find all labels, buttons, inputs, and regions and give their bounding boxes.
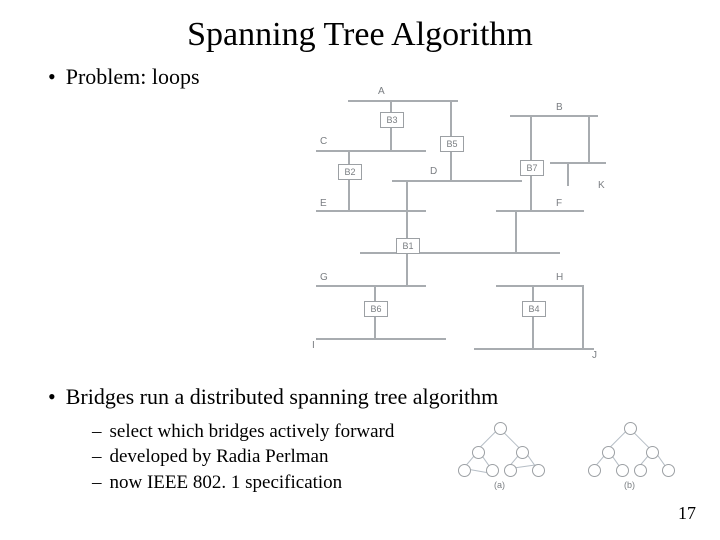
conn — [515, 210, 517, 252]
conn — [530, 174, 532, 210]
caption-b: (b) — [624, 480, 635, 490]
conn — [406, 252, 408, 285]
bridge-b7: B7 — [520, 160, 544, 176]
sub-marker: – — [92, 419, 102, 445]
bullet-marker: • — [48, 384, 56, 410]
caption-a: (a) — [494, 480, 505, 490]
node — [646, 446, 659, 459]
conn — [406, 210, 408, 238]
bridge-b6: B6 — [364, 301, 388, 317]
lan-g — [316, 285, 426, 287]
lan-f — [496, 210, 584, 212]
lan-b — [510, 115, 598, 117]
bridge-b1: B1 — [396, 238, 420, 254]
sub-text: now IEEE 802. 1 specification — [110, 470, 343, 496]
conn — [450, 150, 452, 180]
node — [458, 464, 471, 477]
conn — [348, 150, 350, 164]
bullet-marker: • — [48, 64, 56, 90]
lan-h — [496, 285, 584, 287]
label-k: K — [598, 180, 605, 191]
conn — [532, 285, 534, 301]
node — [494, 422, 507, 435]
conn — [374, 315, 376, 338]
bridge-b3: B3 — [380, 112, 404, 128]
conn — [348, 178, 350, 210]
lan-k-upper — [550, 162, 606, 164]
conn — [450, 100, 452, 136]
lan-d — [392, 180, 522, 182]
conn — [374, 285, 376, 301]
bullet-text: Bridges run a distributed spanning tree … — [66, 384, 499, 410]
node — [616, 464, 629, 477]
lan-e — [316, 210, 426, 212]
node — [472, 446, 485, 459]
bullet-text: Problem: loops — [66, 64, 200, 90]
label-d: D — [430, 166, 437, 177]
node — [532, 464, 545, 477]
sub-marker: – — [92, 470, 102, 496]
mini-graph-b: (b) — [580, 420, 690, 490]
label-i: I — [312, 340, 315, 351]
label-g: G — [320, 272, 328, 283]
label-j: J — [592, 350, 597, 361]
slide-title: Spanning Tree Algorithm — [0, 0, 720, 54]
bridge-b2: B2 — [338, 164, 362, 180]
sub-text: developed by Radia Perlman — [110, 444, 329, 470]
lan-j — [474, 348, 594, 350]
conn — [406, 180, 408, 210]
conn — [530, 115, 532, 160]
bullet-item: • Bridges run a distributed spanning tre… — [48, 384, 720, 410]
node — [624, 422, 637, 435]
label-b: B — [556, 102, 563, 113]
bridge-diagram: B3 B5 B7 B2 B1 B6 B4 A B C D K E F G H I… — [300, 80, 620, 360]
bridge-b4: B4 — [522, 301, 546, 317]
lan-a — [348, 100, 458, 102]
label-a: A — [378, 86, 385, 97]
conn — [588, 115, 590, 162]
mini-graph-a: (a) — [450, 420, 560, 490]
node — [662, 464, 675, 477]
conn — [390, 126, 392, 150]
node — [516, 446, 529, 459]
conn — [390, 100, 392, 112]
page-number: 17 — [678, 503, 696, 524]
node — [588, 464, 601, 477]
node — [486, 464, 499, 477]
label-h: H — [556, 272, 563, 283]
bridge-b5: B5 — [440, 136, 464, 152]
conn — [567, 162, 569, 186]
label-e: E — [320, 198, 327, 209]
node — [634, 464, 647, 477]
label-f: F — [556, 198, 562, 209]
lan-mid — [360, 252, 560, 254]
lan-c — [316, 150, 426, 152]
conn — [532, 315, 534, 348]
sub-marker: – — [92, 444, 102, 470]
label-c: C — [320, 136, 327, 147]
node — [504, 464, 517, 477]
node — [602, 446, 615, 459]
conn — [582, 285, 584, 348]
sub-text: select which bridges actively forward — [110, 419, 395, 445]
lan-i — [316, 338, 446, 340]
